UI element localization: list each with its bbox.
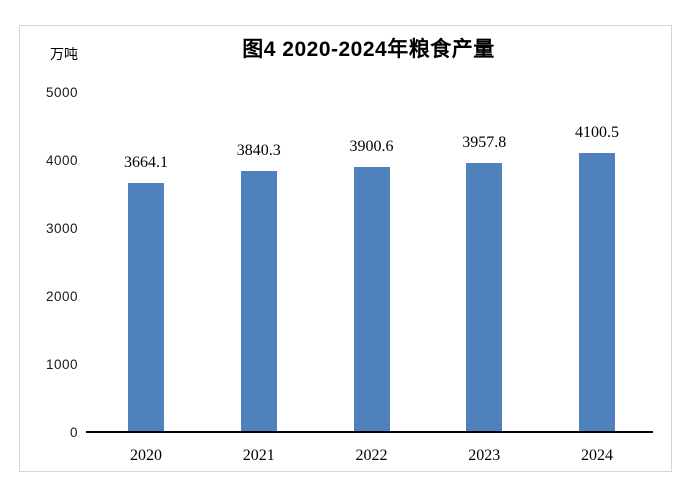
bar-2022 — [353, 166, 390, 432]
x-axis-label-2021: 2021 — [242, 447, 275, 464]
x-axis-line — [86, 431, 653, 433]
bar-2023 — [466, 162, 503, 432]
chart-frame — [19, 25, 672, 472]
y-axis-tick-label: 3000 — [45, 221, 78, 236]
x-axis-label-2020: 2020 — [130, 447, 162, 464]
y-axis-tick-label: 4000 — [45, 153, 78, 168]
bar-2020 — [128, 182, 164, 432]
bar-data-label: 3900.6 — [349, 137, 394, 155]
y-axis-tick-label: 0 — [69, 425, 78, 440]
bar-2024 — [579, 153, 615, 432]
x-axis-label-2022: 2022 — [355, 447, 388, 464]
y-axis-unit-label: 万吨 — [50, 46, 78, 62]
bar-data-label: 3664.1 — [124, 153, 168, 171]
x-axis-label-2023: 2023 — [468, 447, 501, 464]
y-axis-tick-label: 2000 — [45, 289, 78, 304]
x-axis-label-2024: 2024 — [581, 447, 613, 464]
chart-title: 图4 2020-2024年粮食产量 — [242, 38, 495, 61]
bar-data-label: 3957.8 — [462, 133, 507, 151]
y-axis-tick-label: 5000 — [45, 85, 78, 100]
bar-data-label: 4100.5 — [575, 124, 619, 142]
bar-data-label: 3840.3 — [236, 141, 281, 159]
bar-2021 — [240, 170, 277, 432]
y-axis-tick-label: 1000 — [45, 357, 78, 372]
